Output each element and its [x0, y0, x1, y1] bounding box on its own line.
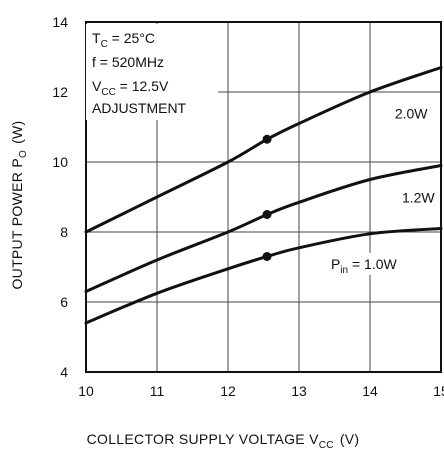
plot-frame [85, 21, 442, 373]
y-tick-label: 6 [60, 294, 68, 310]
series-label-background [326, 252, 411, 275]
series-line-3 [84, 227, 443, 325]
x-tick-label: 15 [433, 383, 444, 399]
series-label-2: 1.2W [402, 189, 435, 205]
annotation-tc: TC = 25°C [92, 30, 155, 50]
x-tick-label: 12 [220, 383, 236, 399]
y-tick-label: 10 [52, 154, 68, 170]
series-label-background [397, 186, 440, 209]
x-axis-title: COLLECTOR SUPPLY VOLTAGE VCC (V) [87, 431, 360, 451]
series-marker-2 [262, 210, 272, 219]
series-label-3: Pin = 1.0W [331, 256, 398, 276]
x-tick-label: 10 [78, 383, 94, 399]
annotation-vcc: VCC = 12.5V [92, 78, 169, 98]
annotation-background [86, 24, 218, 120]
tick-labels: 10 11 12 13 14 15 4 6 8 10 12 14 [52, 14, 444, 399]
series-layer: 2.0W 1.2W Pin = 1.0W [84, 66, 443, 325]
y-tick-label: 8 [60, 224, 68, 240]
series-label-background [390, 102, 433, 125]
y-axis-title: OUTPUT POWER PO(W) [9, 120, 29, 289]
y-tick-label: 12 [52, 84, 68, 100]
series-marker-1 [262, 134, 272, 144]
series-marker-3 [262, 252, 272, 261]
x-tick-label: 11 [150, 383, 165, 399]
annotation-frequency: f = 520MHz [92, 54, 164, 70]
y-tick-label: 4 [60, 364, 68, 380]
x-tick-label: 14 [362, 383, 378, 399]
annotation-adjustment: ADJUSTMENT [92, 100, 187, 116]
x-tick-label: 13 [291, 383, 307, 399]
y-tick-label: 14 [52, 14, 68, 30]
series-label-1: 2.0W [395, 105, 428, 121]
